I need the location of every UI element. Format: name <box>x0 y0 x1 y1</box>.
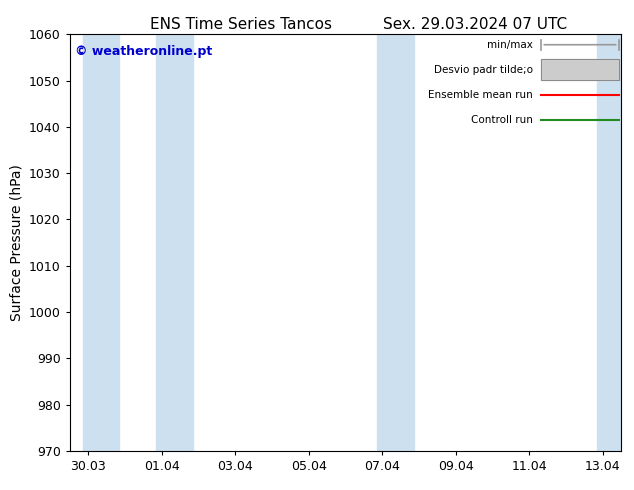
Y-axis label: Surface Pressure (hPa): Surface Pressure (hPa) <box>10 164 23 321</box>
Bar <box>156 34 193 451</box>
Text: © weatheronline.pt: © weatheronline.pt <box>75 45 212 58</box>
Bar <box>377 34 413 451</box>
Text: ENS Time Series Tancos: ENS Time Series Tancos <box>150 17 332 32</box>
Text: min/max: min/max <box>487 40 533 49</box>
Text: Ensemble mean run: Ensemble mean run <box>429 90 533 99</box>
Bar <box>597 34 621 451</box>
Text: Sex. 29.03.2024 07 UTC: Sex. 29.03.2024 07 UTC <box>384 17 567 32</box>
Bar <box>82 34 119 451</box>
Text: Controll run: Controll run <box>471 115 533 124</box>
FancyBboxPatch shape <box>541 59 619 80</box>
Text: Desvio padr tilde;o: Desvio padr tilde;o <box>434 65 533 74</box>
